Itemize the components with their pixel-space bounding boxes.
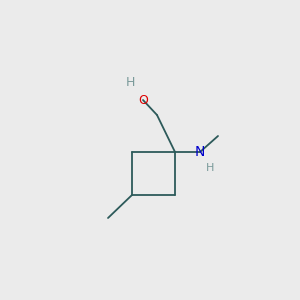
- Text: O: O: [138, 94, 148, 106]
- Text: N: N: [195, 145, 205, 159]
- Text: H: H: [206, 163, 214, 173]
- Text: H: H: [125, 76, 135, 89]
